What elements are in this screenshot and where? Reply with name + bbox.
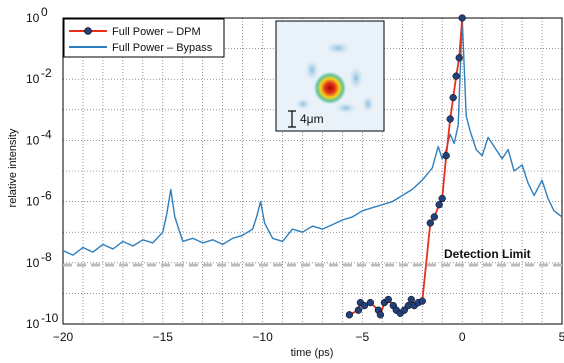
dpm-point: [366, 298, 375, 307]
detection-limit-label: Detection Limit: [444, 247, 531, 261]
x-tick-label: −20: [53, 330, 74, 344]
y-tick-exponent: -8: [41, 250, 52, 264]
dpm-point: [426, 219, 434, 227]
dpm-point: [446, 115, 454, 123]
dpm-point: [354, 306, 363, 314]
x-tick-label: −15: [153, 330, 174, 344]
scale-bar: [288, 110, 296, 128]
y-tick-label: 10: [26, 195, 40, 209]
series-layer: [63, 14, 562, 319]
dpm-point: [452, 72, 460, 80]
dpm-point: [418, 297, 426, 305]
dpm-point: [430, 213, 438, 221]
dpm-point: [458, 14, 466, 22]
dpm-point: [376, 311, 385, 319]
y-tick-exponent: 0: [41, 5, 48, 19]
y-tick-label: 10: [26, 11, 40, 25]
beam-image: [295, 41, 375, 114]
dpm-point: [435, 201, 443, 209]
series-bypass-line: [63, 18, 562, 256]
legend-dpm-label: Full Power – DPM: [112, 26, 201, 38]
y-tick-exponent: -4: [41, 127, 52, 141]
x-tick-label: −5: [356, 330, 370, 344]
dpm-point: [360, 301, 369, 310]
y-tick-exponent: -2: [41, 66, 52, 80]
x-axis-label: time (ps): [291, 347, 334, 359]
dpm-point: [455, 54, 463, 62]
x-ticks: −20 −15 −10 −5 0 5: [53, 330, 564, 344]
dpm-point: [384, 295, 392, 304]
legend: Full Power – DPM Full Power – Bypass: [63, 18, 225, 58]
dpm-point: [438, 194, 446, 203]
y-tick-label: 10: [26, 72, 40, 86]
dpm-point: [442, 152, 450, 160]
dpm-point: [449, 93, 457, 102]
legend-box: [63, 18, 225, 58]
plot-frame: [62, 17, 563, 325]
x-tick-label: −10: [252, 330, 273, 344]
legend-dpm-marker: [84, 27, 92, 35]
y-tick-exponent: -6: [41, 189, 52, 203]
beam-profile-inset: 4μm: [275, 20, 385, 132]
dpm-point: [345, 311, 354, 319]
scale-bar-label: 4μm: [300, 112, 324, 126]
y-tick-label: 10: [26, 256, 40, 270]
y-axis-label: relative intensity: [7, 128, 19, 207]
y-tick-label: 10: [26, 133, 40, 147]
dpm-point: [400, 306, 408, 314]
dpm-point: [407, 295, 415, 304]
y-tick-label: 10: [26, 317, 40, 331]
y-tick-exponent: -10: [41, 311, 59, 325]
x-tick-label: 5: [559, 330, 564, 344]
legend-bypass-label: Full Power – Bypass: [112, 42, 213, 54]
x-tick-label: 0: [459, 330, 466, 344]
